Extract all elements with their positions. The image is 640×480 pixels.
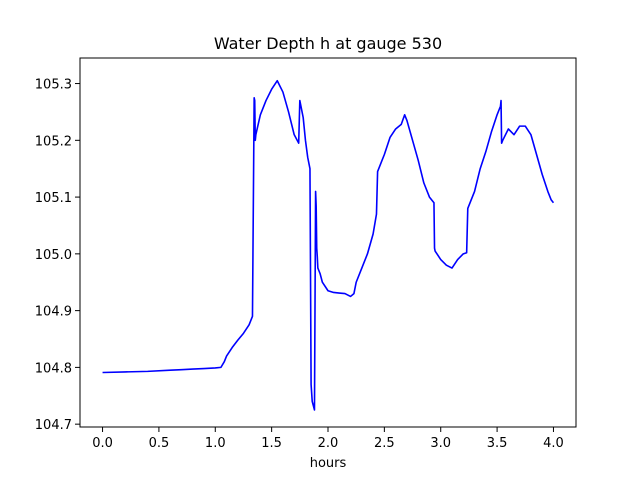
y-tick-label: 105.1	[35, 191, 72, 206]
x-tick-label: 1.5	[261, 436, 282, 451]
y-tick-label: 105.0	[35, 248, 72, 263]
series-line-water-depth	[102, 79, 555, 411]
y-tick-label: 104.8	[35, 361, 72, 376]
x-tick-label: 0.0	[92, 436, 113, 451]
y-tick-label: 104.7	[35, 418, 72, 433]
y-tick-label: 105.3	[35, 78, 72, 93]
x-tick-label: 2.5	[374, 436, 395, 451]
x-tick-label: 1.0	[205, 436, 226, 451]
x-tick-label: 0.5	[149, 436, 170, 451]
x-tick-label: 2.0	[318, 436, 339, 451]
y-tick-label: 104.9	[35, 305, 72, 320]
x-tick-label: 3.5	[487, 436, 508, 451]
x-tick-label: 3.0	[430, 436, 451, 451]
x-tick-label: 4.0	[543, 436, 564, 451]
x-axis-label: hours	[310, 456, 347, 471]
series-points	[102, 80, 554, 410]
y-axis: 104.7 104.8 104.9 105.0 105.1 105.2 105.3	[35, 78, 80, 433]
chart-title: Water Depth h at gauge 530	[214, 34, 442, 53]
x-axis: 0.0 0.5 1.0 1.5 2.0 2.5 3.0 3.5 4.0	[92, 427, 564, 451]
y-tick-label: 105.2	[35, 134, 72, 149]
